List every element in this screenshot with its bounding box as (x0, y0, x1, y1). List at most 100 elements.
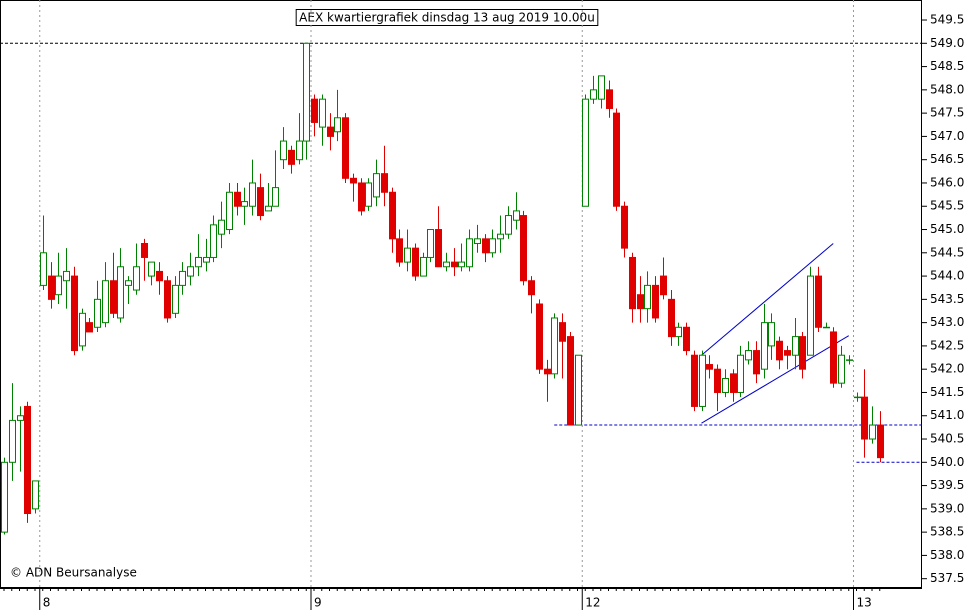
candle-body (265, 205, 272, 212)
candle-body (334, 117, 341, 133)
candle-body (420, 256, 427, 277)
candle-body (621, 205, 628, 249)
candle-body (838, 354, 845, 384)
candle-body (110, 280, 117, 314)
candle-body (551, 317, 558, 375)
y-tick-label: 539.5 (930, 478, 964, 492)
candle-body (513, 210, 520, 221)
candle-body (613, 112, 620, 207)
y-tick-label: 539.0 (930, 501, 964, 515)
candle-body (761, 322, 768, 370)
candle-body (288, 149, 295, 165)
candle-body (32, 480, 39, 510)
candle-body (1, 461, 8, 533)
candle-body (249, 182, 256, 207)
candle-body (629, 256, 636, 310)
y-tick-label: 544.0 (930, 269, 964, 283)
y-tick-label: 544.5 (930, 245, 964, 259)
candle-body (156, 270, 163, 282)
candle-body (311, 98, 318, 123)
candle-body (458, 261, 465, 268)
chart-title: AEX kwartiergrafiek dinsdag 13 aug 2019 … (299, 11, 595, 25)
candle-body (218, 219, 225, 235)
candle-body (117, 266, 124, 319)
candle-body (389, 191, 396, 240)
candle-body (241, 201, 248, 207)
candle-body (404, 247, 411, 263)
candle-body (768, 322, 775, 347)
y-tick-label: 547.5 (930, 106, 964, 120)
candle-body (691, 354, 698, 407)
candle-body (327, 126, 334, 137)
candle-body (102, 280, 109, 324)
candle-body (474, 238, 481, 244)
candle-body (79, 312, 86, 347)
trend-line (701, 243, 834, 356)
candle-body (877, 424, 884, 459)
candle-body (637, 294, 644, 310)
candle-body (94, 298, 101, 328)
candle-body (861, 396, 868, 440)
candle-body (823, 326, 830, 329)
candle-body (381, 173, 388, 193)
candle-body (536, 303, 543, 370)
candle-body (141, 242, 148, 258)
candle-body (714, 368, 721, 393)
y-tick-label: 540.0 (930, 455, 964, 469)
candle-body (342, 117, 349, 179)
candle-body (373, 173, 380, 198)
candle-body (644, 284, 651, 310)
candle-body (846, 359, 853, 361)
candle-body (358, 182, 365, 212)
candle-body (815, 275, 822, 328)
candle-body (854, 396, 861, 399)
candle-body (257, 187, 264, 217)
candle-body (559, 322, 566, 342)
candle-body (86, 322, 93, 333)
candle-body (71, 275, 78, 352)
y-tick-label: 541.0 (930, 408, 964, 422)
candle-body (799, 336, 806, 370)
y-tick-label: 542.0 (930, 362, 964, 376)
candle-body (753, 350, 760, 375)
candle-body (869, 424, 876, 440)
candle-body (435, 229, 442, 268)
candle-body (660, 275, 667, 296)
candle-body (303, 42, 310, 142)
candle-body (482, 238, 489, 254)
candle-body (164, 280, 171, 319)
candle-body (497, 233, 504, 240)
candle-body (319, 98, 326, 128)
y-tick-label: 542.5 (930, 338, 964, 352)
candle-body (350, 177, 357, 184)
trend-line (701, 335, 850, 424)
y-tick-label: 548.0 (930, 82, 964, 96)
candle-body (598, 75, 605, 100)
candle-body (443, 261, 450, 268)
candle-body (606, 89, 613, 109)
y-tick-label: 547.0 (930, 129, 964, 143)
y-tick-label: 537.5 (930, 571, 964, 585)
candle-body (226, 191, 233, 231)
candle-body (24, 405, 31, 515)
candle-body (528, 280, 535, 296)
candle-body (505, 215, 512, 235)
candle-body (590, 89, 597, 100)
x-tick-label: 8 (43, 596, 51, 610)
y-tick-label: 543.5 (930, 292, 964, 306)
candle-body (807, 275, 814, 356)
candle-body (210, 224, 217, 258)
y-tick-label: 546.5 (930, 152, 964, 166)
candle-body (179, 270, 186, 286)
candle-body (427, 229, 434, 258)
candle-body (148, 261, 155, 277)
candle-body (187, 266, 194, 277)
candle-body (451, 261, 458, 268)
x-tick-label: 13 (857, 596, 872, 610)
candle-body (567, 336, 574, 426)
candle-body (675, 326, 682, 338)
candle-body (234, 191, 241, 207)
candle-body (792, 336, 799, 356)
candle-body (280, 140, 287, 161)
